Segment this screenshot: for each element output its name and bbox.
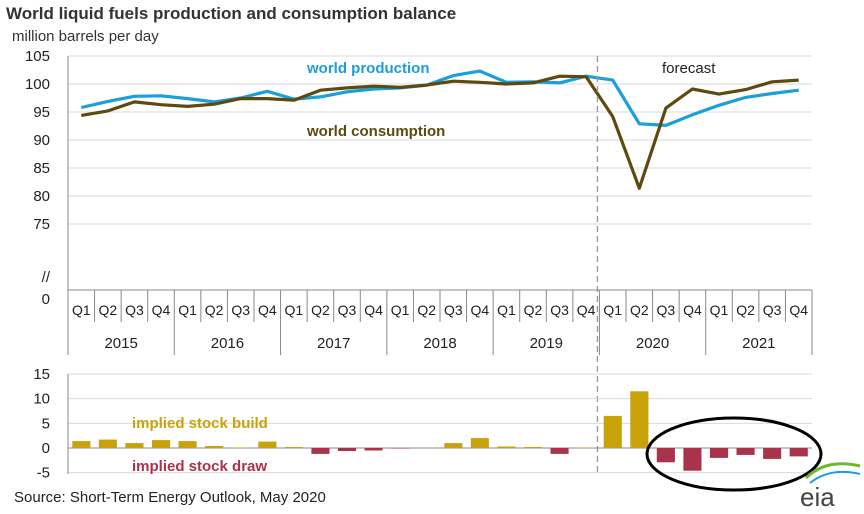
production-series-label: world production xyxy=(306,60,429,77)
forecast-draw-highlight-ellipse xyxy=(645,416,823,492)
quarter-tick-label: Q3 xyxy=(338,302,357,318)
y-tick-label: 100 xyxy=(25,76,50,93)
bottom-chart-y-axis: 15 10 5 0 -5 xyxy=(33,366,69,482)
stock-draw-bar xyxy=(364,448,383,451)
chart-subtitle: million barrels per day xyxy=(12,28,159,45)
quarter-tick-label: Q4 xyxy=(683,302,702,318)
axis-break-mark: // xyxy=(42,269,51,286)
quarter-tick-label: Q3 xyxy=(657,302,676,318)
quarter-tick-label: Q4 xyxy=(471,302,490,318)
y-tick-label: 105 xyxy=(25,48,50,65)
quarter-tick-label: Q2 xyxy=(524,302,543,318)
y-tick-label: 15 xyxy=(33,366,50,383)
consumption-series-label: world consumption xyxy=(306,123,445,140)
quarter-tick-label: Q4 xyxy=(152,302,171,318)
y-tick-label: -5 xyxy=(37,465,50,482)
year-tick-label: 2017 xyxy=(317,335,350,352)
quarter-tick-label: Q2 xyxy=(205,302,224,318)
stock-draw-bar xyxy=(338,448,357,451)
stock-build-bar xyxy=(231,447,250,448)
quarter-tick-label: Q1 xyxy=(285,302,304,318)
quarter-tick-label: Q4 xyxy=(577,302,596,318)
stock-build-bar xyxy=(205,446,224,448)
eia-logo: eia xyxy=(800,462,861,512)
year-tick-label: 2020 xyxy=(636,335,669,352)
stock-build-bar xyxy=(178,441,197,448)
stock-draw-bar xyxy=(656,448,675,463)
y-tick-label: 90 xyxy=(33,132,50,149)
stock-build-label: implied stock build xyxy=(132,415,268,432)
stock-build-bar xyxy=(284,447,303,448)
quarter-tick-label: Q4 xyxy=(364,302,383,318)
quarter-tick-label: Q1 xyxy=(72,302,91,318)
stock-build-bar xyxy=(72,441,91,448)
stock-build-bar xyxy=(497,446,516,448)
stock-build-bar xyxy=(603,415,622,448)
quarter-tick-label: Q1 xyxy=(178,302,197,318)
stock-build-bar xyxy=(152,440,171,448)
top-chart-y-axis: 105 100 95 90 85 80 75 // 0 xyxy=(25,48,69,355)
quarter-tick-label: Q2 xyxy=(311,302,330,318)
logo-arc-green xyxy=(804,462,861,480)
year-tick-label: 2016 xyxy=(211,335,244,352)
stock-build-bar xyxy=(98,439,117,448)
stock-build-bar xyxy=(258,441,277,448)
stock-draw-label: implied stock draw xyxy=(132,458,267,475)
quarter-tick-label: Q1 xyxy=(710,302,729,318)
year-tick-label: 2015 xyxy=(104,335,137,352)
stock-draw-bar xyxy=(736,448,755,455)
quarter-tick-label: Q2 xyxy=(630,302,649,318)
quarter-tick-label: Q3 xyxy=(763,302,782,318)
year-tick-label: 2018 xyxy=(423,335,456,352)
y-tick-label: 5 xyxy=(42,415,50,432)
stock-draw-bar xyxy=(311,448,330,454)
y-tick-label: 80 xyxy=(33,188,50,205)
quarter-tick-label: Q2 xyxy=(736,302,755,318)
consumption-line xyxy=(81,74,799,190)
stock-build-bar xyxy=(630,391,649,448)
stock-build-bar xyxy=(444,443,463,448)
year-tick-label: 2021 xyxy=(742,335,775,352)
y-tick-label: 0 xyxy=(42,440,50,457)
top-chart-x-axis: Q1 Q2 Q3 Q4 Q1 Q2 Q3 Q4 Q1 Q2 Q3 Q4 Q1 Q2 Q3 Q4 Q1 Q2 Q3 Q4… xyxy=(67,289,813,355)
y-tick-label: 75 xyxy=(33,216,50,233)
stock-draw-bar xyxy=(710,448,729,458)
top-chart-series xyxy=(80,69,799,190)
stock-build-bar xyxy=(524,447,543,448)
chart-title: World liquid fuels production and consum… xyxy=(6,4,456,23)
stock-build-bar xyxy=(470,438,489,448)
stock-draw-bar xyxy=(391,448,410,449)
quarter-tick-label: Q4 xyxy=(258,302,277,318)
y-tick-label: 95 xyxy=(33,104,50,121)
stock-draw-bar xyxy=(683,448,702,471)
quarter-tick-label: Q2 xyxy=(99,302,118,318)
y-tick-label-zero: 0 xyxy=(42,291,50,308)
bottom-chart-bars xyxy=(72,391,808,471)
logo-arc-blue xyxy=(809,470,861,484)
top-chart-gridlines xyxy=(68,55,812,225)
quarter-tick-label: Q3 xyxy=(125,302,144,318)
quarter-tick-label: Q1 xyxy=(497,302,516,318)
quarter-tick-label: Q3 xyxy=(231,302,250,318)
quarter-tick-label: Q3 xyxy=(444,302,463,318)
y-tick-label: 10 xyxy=(33,391,50,408)
stock-build-bar xyxy=(577,447,596,448)
stock-draw-bar xyxy=(789,448,808,457)
forecast-label: forecast xyxy=(662,60,716,77)
stock-draw-bar xyxy=(550,448,569,454)
production-line xyxy=(80,69,799,127)
quarter-tick-label: Q1 xyxy=(603,302,622,318)
quarter-tick-label: Q4 xyxy=(789,302,808,318)
y-tick-label: 85 xyxy=(33,160,50,177)
stock-draw-bar xyxy=(763,448,782,459)
eia-logo-text: eia xyxy=(800,482,835,512)
quarter-tick-label: Q2 xyxy=(417,302,436,318)
stock-build-bar xyxy=(125,443,144,448)
year-tick-label: 2019 xyxy=(530,335,563,352)
quarter-tick-label: Q3 xyxy=(550,302,569,318)
quarter-tick-label: Q1 xyxy=(391,302,410,318)
source-note: Source: Short-Term Energy Outlook, May 2… xyxy=(14,489,326,506)
